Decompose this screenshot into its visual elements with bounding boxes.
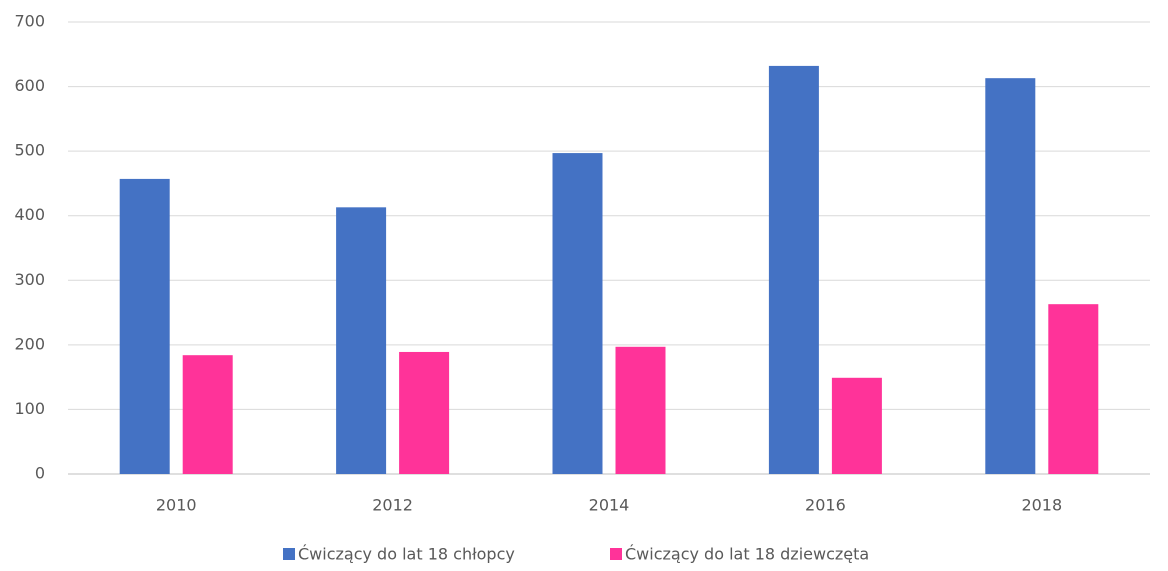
bar — [552, 153, 603, 474]
legend-label: Ćwiczący do lat 18 dziewczęta — [625, 545, 869, 564]
bar — [336, 207, 387, 474]
bar — [768, 65, 819, 474]
legend-label: Ćwiczący do lat 18 chłopcy — [298, 545, 515, 564]
y-tick-label: 200 — [14, 334, 45, 353]
y-tick-label: 400 — [14, 205, 45, 224]
bar — [985, 78, 1036, 475]
y-tick-label: 600 — [14, 76, 45, 95]
x-tick-label: 2014 — [589, 496, 630, 515]
bar — [119, 178, 170, 474]
x-tick-label: 2016 — [805, 496, 846, 515]
x-tick-label: 2012 — [372, 496, 413, 515]
y-tick-label: 500 — [14, 141, 45, 160]
bar — [615, 346, 666, 474]
y-tick-label: 300 — [14, 270, 45, 289]
x-tick-label: 2018 — [1021, 496, 1062, 515]
bar — [399, 351, 450, 474]
y-tick-label: 0 — [35, 464, 45, 483]
bar — [1048, 304, 1099, 474]
y-tick-label: 100 — [14, 399, 45, 418]
legend-swatch — [283, 548, 295, 560]
x-tick-label: 2010 — [156, 496, 197, 515]
bar — [831, 377, 882, 474]
legend-swatch — [610, 548, 622, 560]
bar — [182, 355, 233, 474]
y-tick-label: 700 — [14, 12, 45, 31]
